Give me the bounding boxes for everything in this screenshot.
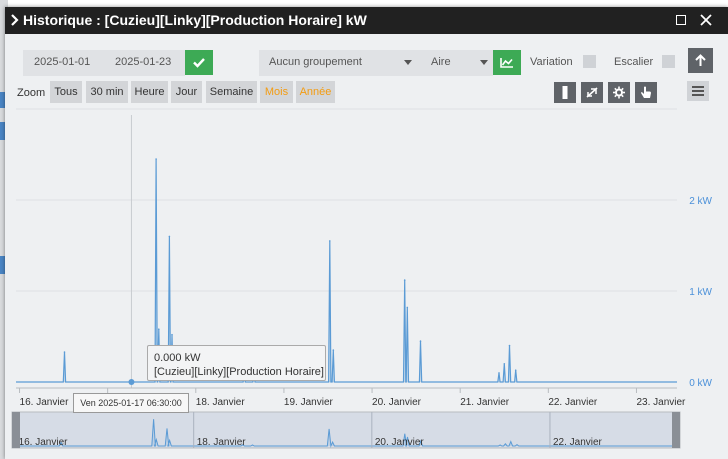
hand-pointer-icon	[641, 86, 651, 98]
chevron-down-icon	[404, 60, 412, 65]
background-marker	[0, 256, 5, 274]
window-title: Historique : [Cuzieu][Linky][Production …	[23, 12, 367, 28]
crosshair-date-label: Ven 2025-01-17 06:30:00	[73, 393, 189, 413]
crosshair-marker	[128, 379, 135, 385]
x-tick-label: 20. Janvier	[372, 397, 422, 408]
data-point	[168, 235, 171, 238]
history-dialog: Historique : [Cuzieu][Linky][Production …	[5, 7, 728, 459]
grouping-select[interactable]: Aucun groupement	[259, 50, 425, 76]
bar-icon	[562, 86, 568, 99]
grouping-value: Aucun groupement	[269, 56, 362, 68]
compress-icon	[586, 87, 598, 98]
navigator-handle-left[interactable]	[12, 412, 20, 448]
tooltip-value: 0.000 kW	[154, 352, 201, 364]
zoom-30min-button[interactable]: 30 min	[86, 81, 128, 103]
title-bar[interactable]: Historique : [Cuzieu][Linky][Production …	[5, 7, 728, 34]
escalier-label: Escalier	[614, 56, 654, 68]
zoom-month-button[interactable]: Mois	[260, 81, 293, 103]
navigator-label: 18. Janvier	[197, 437, 247, 448]
y-tick-label: 2 kW	[689, 196, 712, 207]
data-point	[403, 279, 406, 281]
background-marker	[0, 122, 5, 140]
data-point	[63, 351, 66, 353]
data-point	[503, 363, 506, 365]
navigator-series	[12, 419, 680, 448]
y-tick-label: 0 kW	[689, 378, 712, 389]
date-from-input[interactable]: 2025-01-01	[34, 56, 91, 68]
escalier-checkbox[interactable]	[662, 55, 675, 68]
zoom-year-button[interactable]: Année	[296, 81, 335, 103]
gear-icon	[613, 86, 625, 99]
settings-button[interactable]	[608, 82, 630, 103]
navigator-label: 22. Janvier	[553, 437, 603, 448]
chart-tooltip: 0.000 kW [Cuzieu][Linky][Production Hora…	[147, 345, 326, 381]
background-panel	[0, 0, 8, 459]
zoom-week-button[interactable]: Semaine	[206, 81, 257, 103]
pan-button[interactable]	[635, 82, 657, 103]
chart-style-button[interactable]	[493, 50, 521, 75]
x-tick-label: 23. Janvier	[636, 397, 686, 408]
variation-checkbox[interactable]	[583, 55, 596, 68]
series-line	[16, 158, 677, 383]
arrow-up-icon	[695, 54, 706, 66]
data-point	[419, 340, 422, 342]
x-tick-label: 19. Janvier	[284, 397, 334, 408]
close-icon[interactable]	[698, 12, 714, 28]
navigator-label: 16. Janvier	[19, 437, 69, 448]
navigator-handle-right[interactable]	[672, 412, 680, 448]
data-point	[158, 328, 160, 331]
x-tick-label: 16. Janvier	[20, 397, 70, 408]
maximize-icon[interactable]	[676, 15, 686, 25]
column-chart-button[interactable]	[554, 82, 576, 103]
data-point	[514, 369, 517, 372]
hamburger-icon-bar	[692, 94, 704, 96]
zoom-all-button[interactable]: Tous	[50, 81, 82, 103]
date-range: 2025-01-01 2025-01-23	[23, 50, 185, 76]
data-point	[508, 344, 511, 347]
x-tick-label: 22. Janvier	[548, 397, 598, 408]
chevron-right-icon[interactable]	[10, 12, 20, 28]
data-point	[171, 333, 173, 336]
hamburger-icon-bar	[692, 86, 704, 88]
hamburger-icon-bar	[692, 90, 704, 92]
x-tick-label: 21. Janvier	[460, 397, 510, 408]
zoom-label: Zoom	[17, 87, 46, 99]
zoom-hour-button[interactable]: Heure	[131, 81, 168, 103]
zoom-day-button[interactable]: Jour	[171, 81, 202, 103]
scroll-up-button[interactable]	[688, 48, 713, 73]
line-chart-icon	[500, 58, 513, 68]
background-marker	[0, 92, 5, 108]
date-to-input[interactable]: 2025-01-23	[115, 56, 172, 68]
apply-dates-button[interactable]	[185, 50, 213, 75]
x-tick-label: 18. Janvier	[196, 397, 246, 408]
chart-type-value: Aire	[431, 56, 451, 68]
data-point	[155, 158, 157, 160]
navigator-label: 20. Janvier	[375, 437, 425, 448]
tooltip-series: [Cuzieu][Linky][Production Horaire]	[154, 366, 324, 378]
variation-label: Variation	[530, 56, 573, 68]
compress-button[interactable]	[581, 82, 603, 103]
data-point	[332, 349, 335, 351]
check-icon	[193, 58, 205, 68]
data-point	[329, 240, 331, 242]
data-point	[498, 372, 500, 374]
plot-area	[16, 115, 677, 388]
y-tick-label: 1 kW	[689, 287, 712, 298]
chart-menu-button[interactable]	[687, 81, 709, 101]
chart-type-select[interactable]: Aire	[423, 50, 493, 76]
chevron-down-icon	[480, 60, 488, 65]
data-point	[406, 306, 409, 309]
